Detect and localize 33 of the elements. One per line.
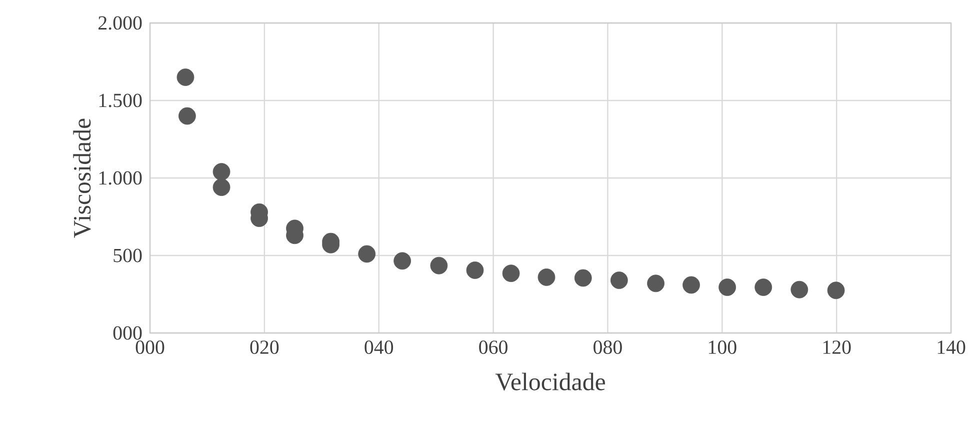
point bbox=[682, 276, 700, 294]
point bbox=[430, 256, 448, 274]
point bbox=[178, 107, 196, 125]
point bbox=[212, 163, 230, 180]
y-tick-label: 000 bbox=[113, 326, 142, 340]
point bbox=[610, 272, 628, 289]
point bbox=[574, 269, 592, 287]
point bbox=[647, 274, 664, 292]
x-axis-title: Velocidade bbox=[495, 372, 605, 390]
point bbox=[827, 282, 845, 300]
y-tick-label: 500 bbox=[114, 248, 142, 262]
point bbox=[358, 245, 376, 263]
point bbox=[790, 280, 808, 298]
x-tick-label: 100 bbox=[708, 340, 736, 354]
y-tick-label: 1.500 bbox=[99, 94, 142, 108]
x-tick-label: 020 bbox=[250, 340, 279, 354]
point bbox=[466, 262, 484, 279]
point bbox=[212, 178, 230, 196]
x-tick-label: 000 bbox=[136, 340, 164, 354]
x-tick-label: 120 bbox=[823, 340, 851, 354]
x-tick-label: 040 bbox=[364, 340, 394, 354]
point bbox=[176, 68, 194, 86]
point bbox=[754, 278, 772, 296]
point bbox=[538, 268, 556, 286]
y-axis-title: Viscosidade bbox=[73, 118, 91, 238]
point bbox=[502, 264, 520, 282]
x-tick-label: 140 bbox=[938, 340, 966, 354]
x-tick-label: 080 bbox=[594, 340, 622, 354]
x-tick-label: 060 bbox=[479, 340, 508, 354]
y-tick-label: 1.000 bbox=[99, 171, 142, 185]
point bbox=[718, 278, 736, 296]
point bbox=[394, 252, 412, 270]
y-tick-label: 2.000 bbox=[98, 16, 142, 30]
